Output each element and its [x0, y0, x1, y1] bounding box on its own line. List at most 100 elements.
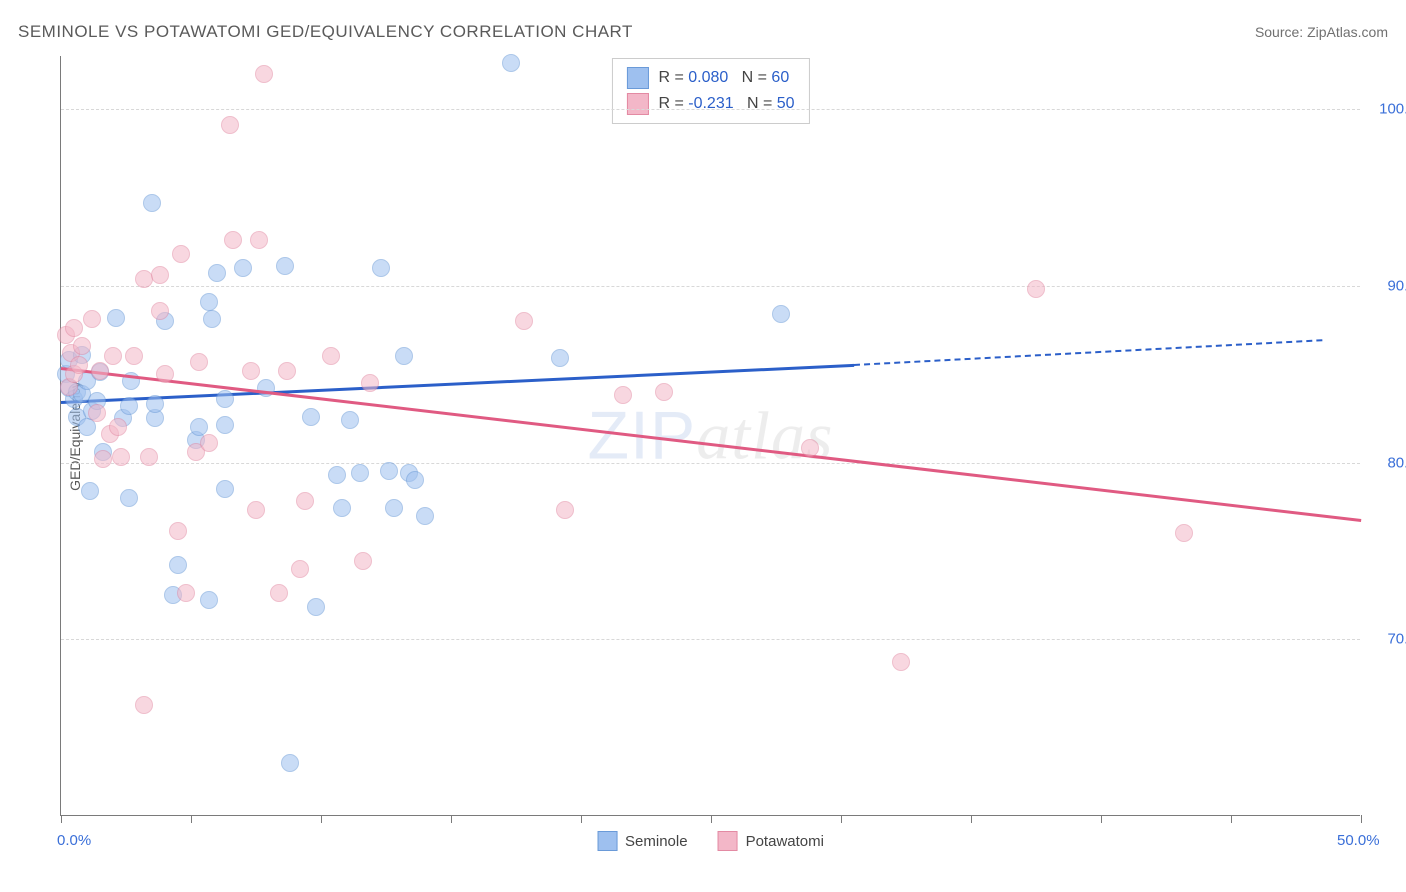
legend-swatch	[597, 831, 617, 851]
data-point	[234, 259, 252, 277]
data-point	[333, 499, 351, 517]
data-point	[395, 347, 413, 365]
x-tick	[1231, 815, 1232, 823]
x-tick-label: 50.0%	[1337, 832, 1380, 849]
x-tick	[451, 815, 452, 823]
data-point	[169, 522, 187, 540]
data-point	[208, 264, 226, 282]
data-point	[177, 584, 195, 602]
x-tick	[971, 815, 972, 823]
x-tick	[191, 815, 192, 823]
data-point	[83, 310, 101, 328]
data-point	[172, 245, 190, 263]
x-tick	[61, 815, 62, 823]
data-point	[224, 231, 242, 249]
data-point	[361, 374, 379, 392]
data-point	[146, 395, 164, 413]
data-point	[151, 302, 169, 320]
data-point	[351, 464, 369, 482]
data-point	[135, 696, 153, 714]
data-point	[200, 434, 218, 452]
data-point	[801, 439, 819, 457]
data-point	[65, 319, 83, 337]
legend-row: R = -0.231 N = 50	[626, 91, 794, 117]
data-point	[892, 653, 910, 671]
data-point	[120, 489, 138, 507]
legend-swatch	[626, 93, 648, 115]
data-point	[216, 480, 234, 498]
legend-swatch	[718, 831, 738, 851]
series-legend-item: Potawatomi	[718, 831, 824, 851]
x-tick	[1361, 815, 1362, 823]
trendline-dashed-seminole	[854, 339, 1322, 366]
data-point	[216, 390, 234, 408]
plot-area: ZIPatlas R = 0.080 N = 60R = -0.231 N = …	[60, 56, 1360, 816]
data-point	[551, 349, 569, 367]
series-label: Seminole	[625, 833, 688, 850]
correlation-legend: R = 0.080 N = 60 R = -0.231 N = 50	[611, 58, 809, 124]
y-tick-label: 80.0%	[1387, 454, 1406, 471]
series-label: Potawatomi	[746, 833, 824, 850]
data-point	[354, 552, 372, 570]
x-tick-label: 0.0%	[57, 832, 91, 849]
data-point	[94, 450, 112, 468]
data-point	[328, 466, 346, 484]
data-point	[276, 257, 294, 275]
series-legend-item: Seminole	[597, 831, 688, 851]
chart-title: SEMINOLE VS POTAWATOMI GED/EQUIVALENCY C…	[18, 22, 633, 42]
legend-stats: R = 0.080 N = 60	[658, 69, 789, 87]
data-point	[120, 397, 138, 415]
x-tick	[1101, 815, 1102, 823]
data-point	[70, 356, 88, 374]
gridline	[61, 286, 1360, 287]
x-tick	[711, 815, 712, 823]
legend-row: R = 0.080 N = 60	[626, 65, 794, 91]
data-point	[655, 383, 673, 401]
data-point	[73, 337, 91, 355]
data-point	[109, 418, 127, 436]
data-point	[406, 471, 424, 489]
legend-stats: R = -0.231 N = 50	[658, 95, 794, 113]
data-point	[200, 293, 218, 311]
data-point	[556, 501, 574, 519]
data-point	[296, 492, 314, 510]
data-point	[112, 448, 130, 466]
y-tick-label: 90.0%	[1387, 277, 1406, 294]
data-point	[156, 365, 174, 383]
y-tick-label: 100.0%	[1379, 101, 1406, 118]
data-point	[1175, 524, 1193, 542]
data-point	[416, 507, 434, 525]
data-point	[91, 362, 109, 380]
data-point	[190, 353, 208, 371]
gridline	[61, 639, 1360, 640]
data-point	[281, 754, 299, 772]
y-tick-label: 70.0%	[1387, 631, 1406, 648]
data-point	[216, 416, 234, 434]
data-point	[143, 194, 161, 212]
trendline-potawatomi	[61, 367, 1361, 522]
data-point	[380, 462, 398, 480]
data-point	[341, 411, 359, 429]
gridline	[61, 109, 1360, 110]
chart-container: GED/Equivalency ZIPatlas R = 0.080 N = 6…	[50, 56, 1390, 816]
data-point	[302, 408, 320, 426]
data-point	[125, 347, 143, 365]
data-point	[614, 386, 632, 404]
data-point	[772, 305, 790, 323]
data-point	[107, 309, 125, 327]
data-point	[140, 448, 158, 466]
gridline	[61, 463, 1360, 464]
data-point	[515, 312, 533, 330]
data-point	[291, 560, 309, 578]
data-point	[190, 418, 208, 436]
data-point	[221, 116, 239, 134]
data-point	[270, 584, 288, 602]
data-point	[81, 482, 99, 500]
data-point	[372, 259, 390, 277]
x-tick	[581, 815, 582, 823]
data-point	[278, 362, 296, 380]
data-point	[151, 266, 169, 284]
data-point	[247, 501, 265, 519]
data-point	[104, 347, 122, 365]
data-point	[200, 591, 218, 609]
